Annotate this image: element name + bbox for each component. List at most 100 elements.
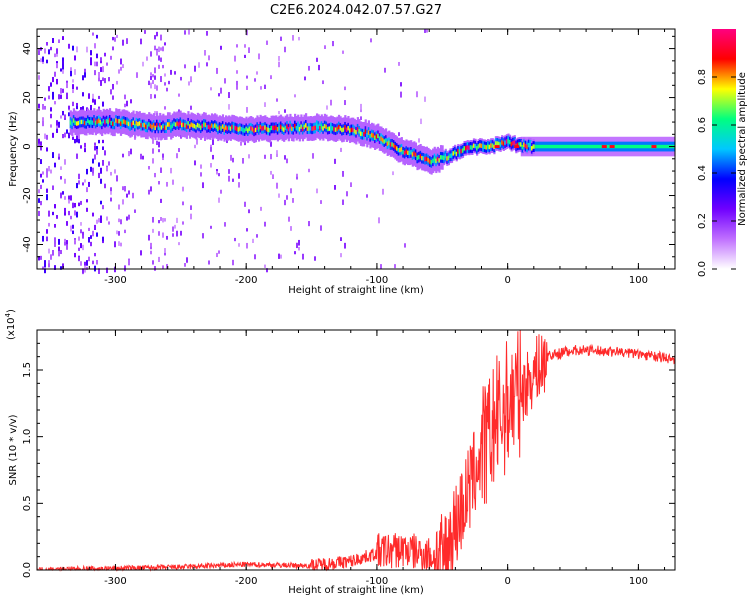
spectrogram-noise-cell	[42, 235, 44, 242]
spectrogram-noise-cell	[264, 221, 266, 227]
spectrogram-ridge-core	[214, 123, 217, 128]
spectrogram-noise-cell	[232, 259, 234, 266]
spectrogram-ridge-core	[218, 125, 221, 130]
spectrogram-noise-cell	[72, 230, 74, 235]
colorbar-axes: 0.0 0.2 0.4 0.6 0.8	[697, 69, 736, 277]
spectrogram-noise-cell	[76, 46, 78, 53]
spectrogram-noise-cell	[88, 256, 90, 262]
spectrogram-noise-cell	[100, 79, 102, 86]
spectrogram-noise-cell	[100, 167, 102, 174]
spectrogram-ridge-core	[102, 118, 105, 124]
spectrogram-noise-cell	[162, 46, 164, 52]
spectrogram-noise-cell	[58, 39, 60, 44]
spectrogram-ridge-core	[337, 124, 341, 130]
spectrogram-noise-cell	[176, 153, 178, 159]
snr-series-line	[36, 329, 676, 572]
spectrogram-noise-cell	[76, 102, 78, 106]
spectrogram-noise-cell	[260, 206, 262, 211]
spectrogram-noise-cell	[112, 95, 114, 100]
spectrogram-frame	[36, 28, 676, 270]
spectrogram-noise-cell	[248, 47, 250, 54]
spectrogram-noise-cell	[204, 135, 206, 142]
spectrogram-noise-cell	[182, 201, 184, 206]
spectrogram-noise-cell	[84, 261, 86, 267]
spectrogram-noise-cell	[110, 55, 112, 60]
spectrogram-noise-cell	[158, 181, 160, 185]
spectrogram-noise-cell	[48, 222, 50, 227]
spectrogram-noise-cell	[178, 93, 180, 97]
spectrogram-noise-cell	[66, 221, 68, 226]
spectrogram-noise-cell	[84, 148, 86, 153]
spectrogram-noise-cell	[42, 56, 44, 62]
spectrogram-noise-cell	[304, 76, 306, 81]
spectrogram-noise-cell	[68, 43, 70, 49]
spectrogram-noise-cell	[94, 154, 96, 160]
snr-axes: -300 -200 -100 0 100 0.0 0.5 1.0 1.5	[22, 330, 675, 587]
spectrogram-noise-cell	[94, 43, 96, 49]
spectrogram-ridge-core	[424, 156, 427, 162]
spectrogram-noise-cell	[98, 172, 100, 179]
spectrogram-ridge-core	[273, 125, 276, 131]
spectrogram-noise-cell	[38, 50, 40, 56]
spectrogram-tone-peak	[651, 145, 657, 149]
spectrogram-noise-cell	[246, 107, 248, 113]
spectrogram-ridge-core	[286, 124, 289, 129]
spectrogram-noise-cell	[116, 176, 118, 182]
spectrogram-noise-cell	[42, 171, 44, 175]
spectrogram-noise-cell	[144, 30, 146, 34]
spectrogram-noise-cell	[298, 36, 300, 41]
spectrogram-ridge-core	[436, 156, 439, 162]
spectrogram-ridge-core	[345, 127, 349, 132]
spectrogram-noise-cell	[96, 34, 98, 39]
spectrogram-ridge-core	[237, 127, 240, 132]
spectrogram-noise-cell	[94, 70, 96, 76]
spectrogram-noise-cell	[148, 166, 150, 170]
spectrogram-noise-cell	[186, 257, 188, 263]
spectrogram-noise-cell	[46, 168, 48, 174]
spectrogram-tone-peak	[601, 145, 607, 149]
spectrogram-ridge-core	[399, 147, 402, 153]
spectrogram-noise-cell	[420, 118, 422, 125]
spectrogram-noise-cell	[96, 150, 98, 155]
spectrogram-ridge-core	[497, 141, 501, 147]
spectrogram-noise-cell	[340, 253, 342, 258]
spectrogram-ridge-core	[386, 141, 389, 146]
spectrogram-noise-cell	[48, 262, 50, 268]
spectrogram-ridge-core	[396, 146, 399, 151]
spectrogram-noise-cell	[210, 163, 212, 168]
spectrogram-ridge-core	[134, 123, 137, 129]
spectrogram-noise-cell	[38, 210, 40, 217]
spectrogram-ridge-core	[485, 145, 488, 150]
spectrogram-noise-cell	[270, 153, 272, 160]
spectrogram-ridge-core	[419, 154, 422, 159]
spectrogram-noise-cell	[210, 87, 212, 91]
spectrogram-noise-cell	[148, 189, 150, 195]
spectrogram-ridge-core	[334, 127, 338, 132]
spectrogram-noise-cell	[266, 40, 268, 45]
spectrogram-y-axis-label: Frequency (Hz)	[8, 111, 19, 187]
spectrogram-ridge-core	[502, 141, 505, 146]
spectrogram-noise-cell	[80, 243, 82, 249]
spectrogram-noise-cell	[78, 256, 80, 262]
spectrogram-noise-cell	[218, 173, 220, 177]
spectrogram-ridge-core	[466, 145, 469, 150]
spectrogram-noise-cell	[100, 57, 102, 62]
spectrogram-ridge-core	[94, 120, 97, 126]
spectrogram-ridge-core	[220, 126, 223, 131]
spectrogram-noise-cell	[110, 187, 112, 192]
spectrogram-noise-cell	[56, 120, 58, 126]
spectrogram-noise-cell	[122, 39, 124, 46]
spectrogram-noise-cell	[72, 89, 74, 94]
spectrogram-noise-cell	[92, 172, 94, 176]
spectrogram-noise-cell	[322, 80, 324, 85]
spectrogram-ridge-core	[411, 152, 414, 157]
spectrogram-noise-cell	[58, 153, 60, 157]
spectrogram-noise-cell	[158, 55, 160, 61]
spectrogram-noise-cell	[158, 256, 160, 262]
spectrogram-noise-cell	[94, 142, 96, 146]
spectrogram-ridge-core	[301, 126, 305, 132]
spectrogram-noise-cell	[82, 106, 84, 112]
spectrogram-noise-cell	[48, 210, 50, 217]
spectrogram-ridge-core	[450, 153, 454, 158]
spectrogram-noise-cell	[142, 61, 144, 67]
